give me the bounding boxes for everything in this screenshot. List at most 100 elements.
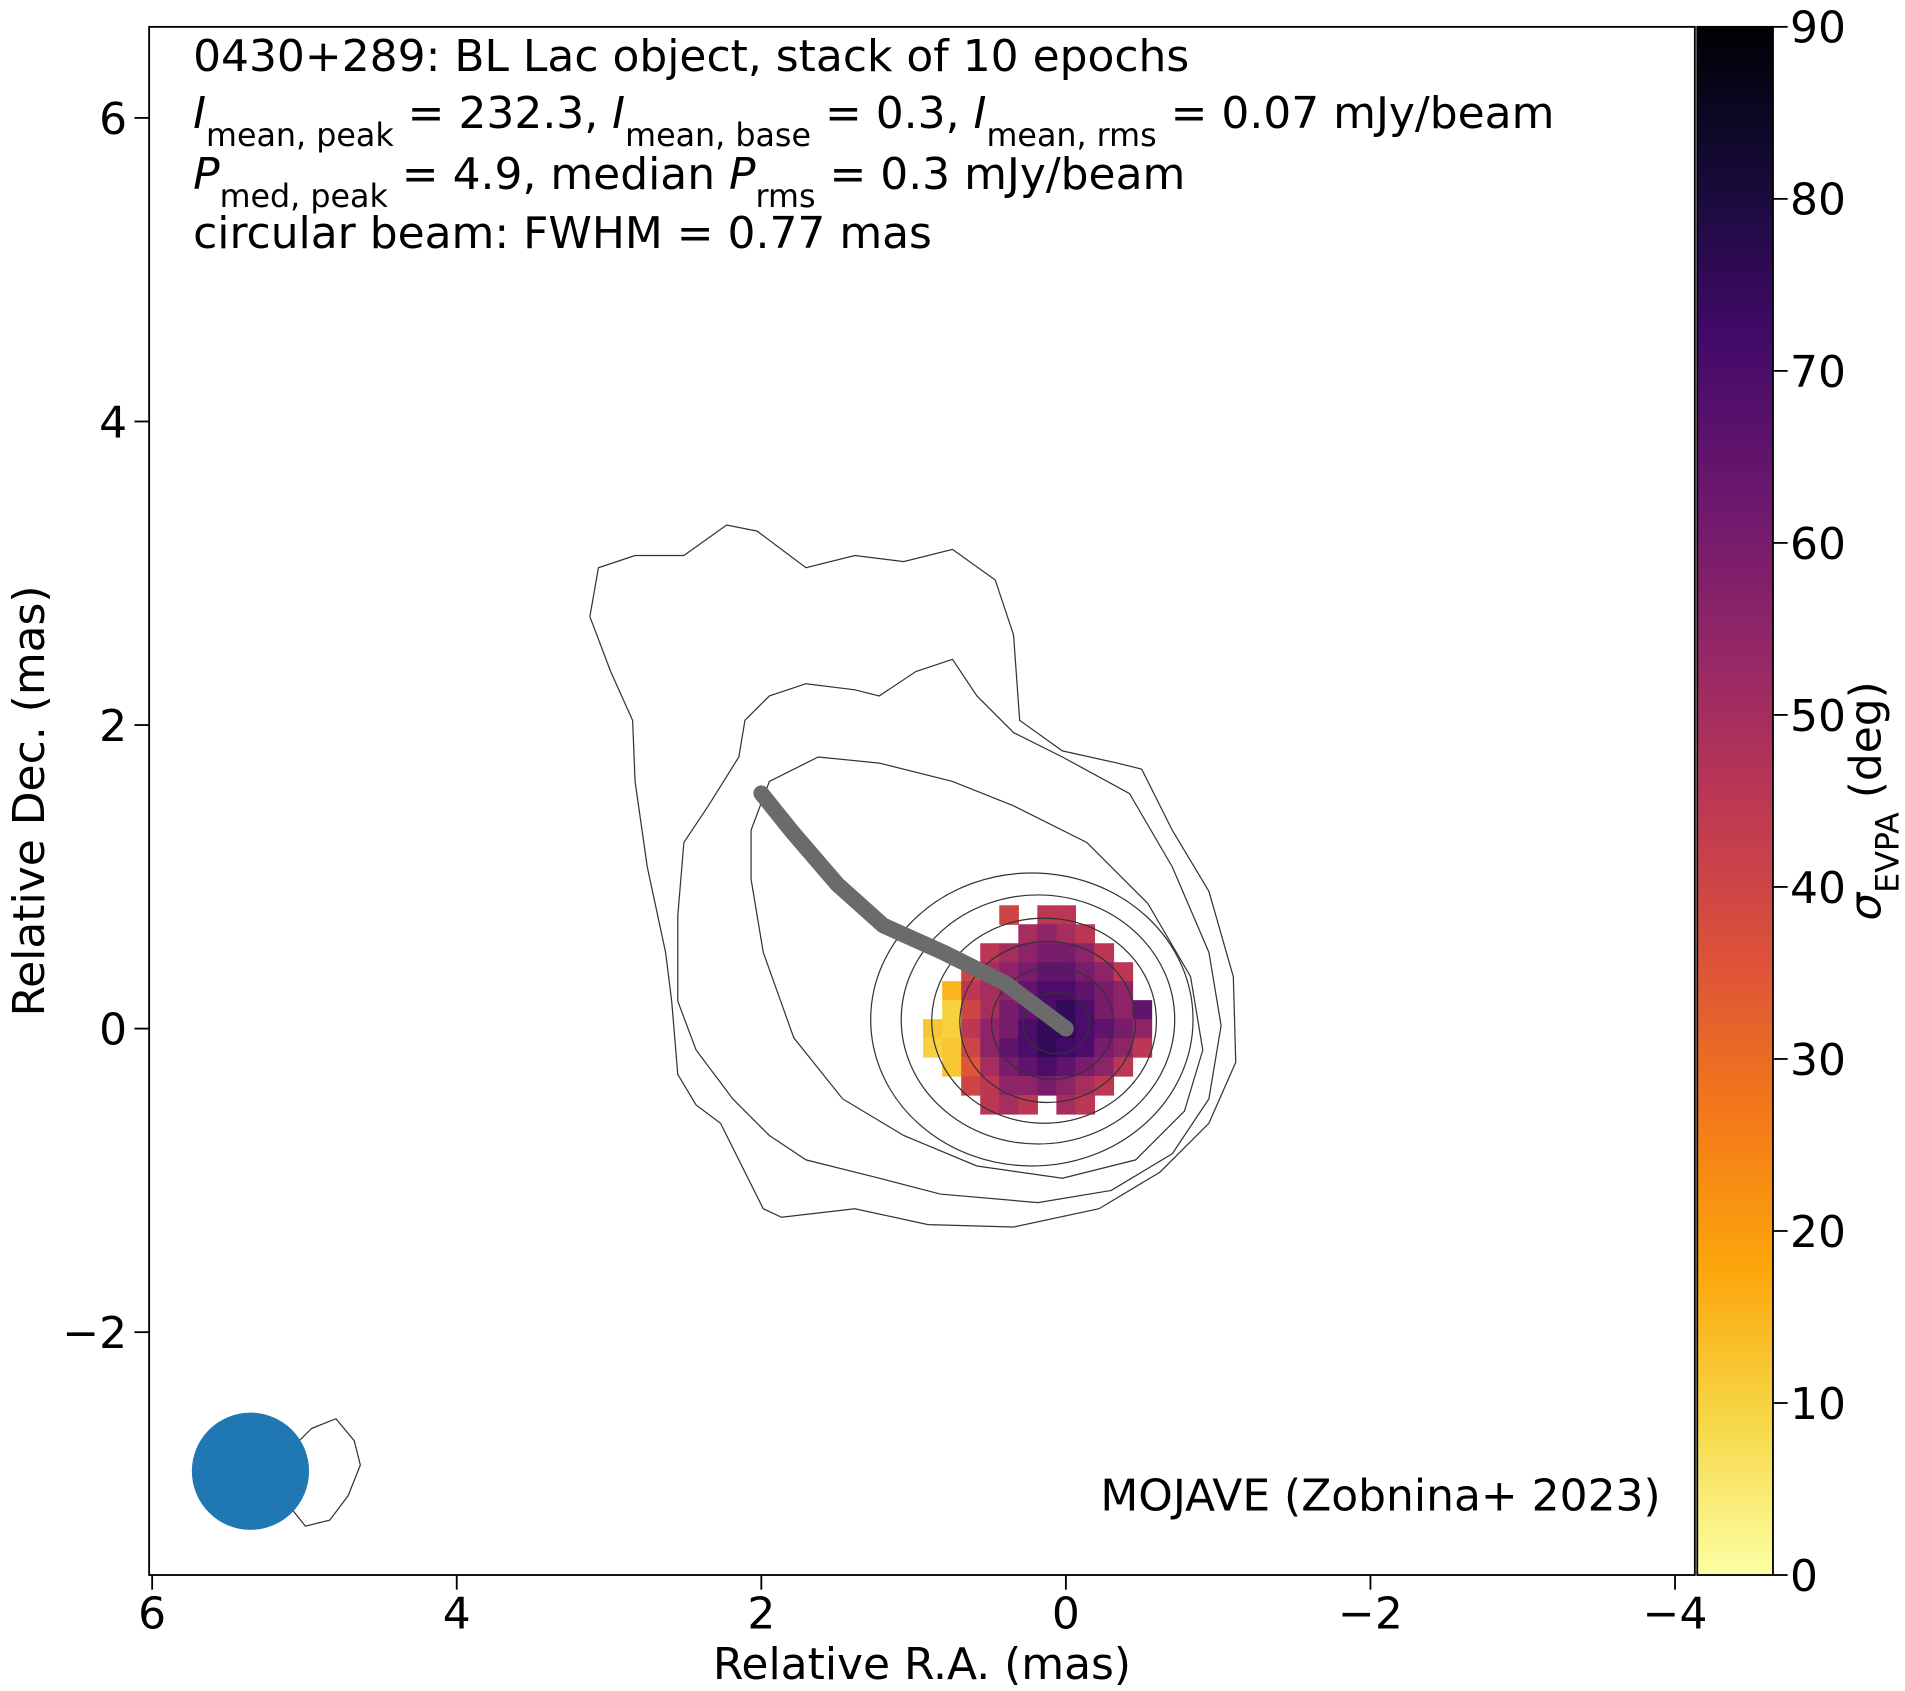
sigma-pixel [1018,1095,1038,1115]
sigma-pixel [1056,1038,1077,1058]
contours [286,524,1237,1527]
sigma-pixel [1094,1057,1115,1077]
sigma-pixel [999,905,1019,925]
x-tick-label: 2 [747,1589,775,1640]
x-tick-label: −2 [1338,1589,1403,1640]
contour [1022,992,1090,1055]
ridge-line [753,785,1074,1037]
sigma-pixel [942,981,962,1001]
contour [677,658,1222,1204]
sigma-pixel [1075,1095,1096,1115]
sigma-pixel [1132,1019,1153,1039]
x-tick-label: −4 [1643,1589,1708,1640]
x-tick-label: 4 [443,1589,471,1640]
sigma-pixel [1056,1095,1077,1115]
sigma-pixel [1113,981,1134,1001]
sigma-pixel [1075,1076,1096,1096]
sigma-pixel [923,1038,943,1058]
sigma-pixel [1018,1057,1038,1077]
contour [900,894,1176,1145]
sigma-pixel [1075,962,1096,982]
sigma-pixel [942,1000,962,1020]
sigma-pixel [1037,962,1057,982]
sigma-pixel [999,1076,1019,1096]
x-tick-label: 6 [138,1589,166,1640]
colorbar-tick-label: 70 [1790,347,1846,398]
x-tick-label: 0 [1052,1589,1080,1640]
contour [959,940,1137,1104]
y-tick-label: 0 [99,1004,127,1055]
annotation: Pmed, peak = 4.9, median Prms = 0.3 mJy/… [193,149,1185,215]
sigma-pixel [980,1019,1000,1039]
sigma-pixel [1094,1019,1115,1039]
y-tick-label: 2 [99,701,127,752]
text-segment: = 0.07 mJy/beam [1157,88,1555,139]
sigma-pixel [1113,962,1134,982]
text-segment: I [193,88,206,139]
sigma-pixel [1113,1019,1134,1039]
sigma-pixel [1037,1057,1057,1077]
sigma-pixel [1056,1000,1077,1020]
sigma-pixel [1094,943,1115,963]
sigma-pixel [942,1038,962,1058]
sigma-pixel [1132,1000,1153,1020]
annotation: Imean, peak = 232.3, Imean, base = 0.3, … [193,88,1554,154]
sigma-pixel [1113,1038,1134,1058]
text-segment: mean, rms [987,118,1157,154]
sigma-pixel [980,1076,1000,1096]
sigma-pixel [1056,1057,1077,1077]
sigma-pixel [1056,943,1077,963]
text-segment: P [729,149,756,200]
colorbar-tick-label: 0 [1790,1551,1818,1602]
colorbar-label: σEVPA (deg) [1840,681,1905,921]
colorbar-tick-label: 50 [1790,691,1846,742]
text-segment: I [612,88,625,139]
sigma-pixel [1056,924,1077,944]
credit: MOJAVE (Zobnina+ 2023) [1100,1470,1660,1521]
sigma-pixel [1075,1000,1096,1020]
colorbar-tick-label: 30 [1790,1035,1846,1086]
text-segment: = 4.9, median [388,149,729,200]
sigma-pixel [961,981,981,1001]
y-tick-label: 4 [99,397,127,448]
text-segment: 0430+289: BL Lac object, stack of 10 epo… [193,31,1189,82]
sigma-pixel [1094,1000,1115,1020]
sigma-pixel [961,1076,981,1096]
sigma-pixel [1037,905,1057,925]
sigma-pixel [1132,1038,1153,1058]
text-segment: I [974,88,987,139]
annotation: circular beam: FWHM = 0.77 mas [193,208,932,259]
text-segment: = 0.3 mJy/beam [815,149,1185,200]
sigma-pixel [1094,1038,1115,1058]
sigma-pixel [999,1057,1019,1077]
colorbar-frame [1696,25,1774,1576]
sigma-pixel [1056,1076,1077,1096]
sigma-pixel [1094,962,1115,982]
colorbar-tick-label: 60 [1790,519,1846,570]
sigma-pixel [1075,1038,1096,1058]
text-segment: EVPA [1870,812,1905,893]
text-segment: = 0.3, [811,88,974,139]
sigma-pixel [1037,981,1057,1001]
contour [589,524,1237,1228]
sigma-pixel [1056,981,1077,1001]
sigma-pixel [1037,1076,1057,1096]
sigma-pixel [1094,1076,1115,1096]
contour [870,872,1194,1167]
sigma-pixel [999,1038,1019,1058]
text-segment: P [193,149,220,200]
sigma-pixel [942,1057,962,1077]
sigma-pixel [961,1019,981,1039]
sigma-pixel [1037,924,1057,944]
sigma-pixel [1075,943,1096,963]
colorbar-tick-label: 20 [1790,1207,1846,1258]
text-segment: circular beam: FWHM = 0.77 mas [193,208,932,259]
sigma-pixel [999,1019,1019,1039]
sigma-pixel [1018,1019,1038,1039]
sigma-pixel [942,1019,962,1039]
y-tick-label: 6 [99,94,127,145]
colorbar-tick-label: 90 [1790,3,1846,54]
y-tick-label: −2 [62,1308,127,1359]
sigma-pixel [1018,1038,1038,1058]
sigma-pixel [1075,1019,1096,1039]
